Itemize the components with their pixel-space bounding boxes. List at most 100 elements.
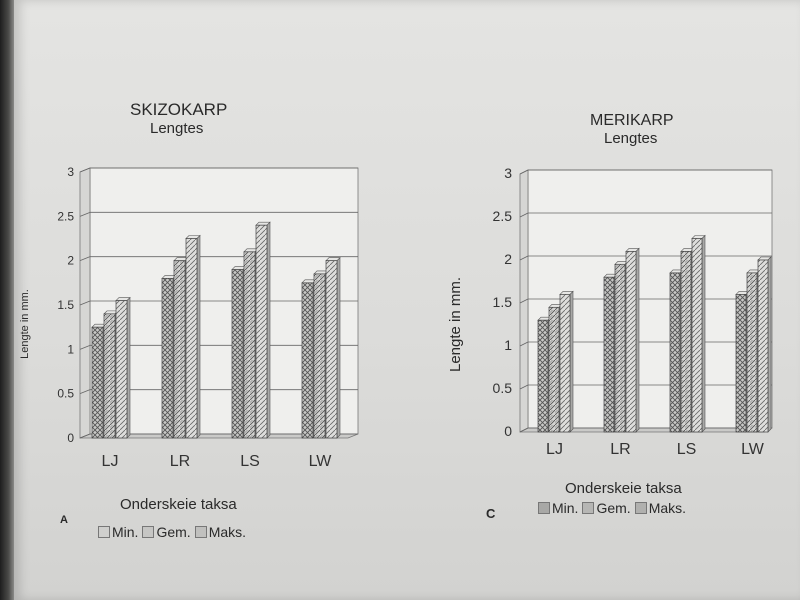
bar-side: [569, 290, 574, 433]
x-tick-label: LS: [240, 453, 260, 470]
gridline-side: [79, 256, 91, 262]
legend-swatch-gem: [142, 526, 155, 538]
bar-maks-lj: [115, 300, 128, 439]
chart-a-ylabel: Lengte in mm.: [18, 289, 31, 359]
bar-maks-lr: [185, 238, 198, 439]
y-tick-label: 3: [504, 165, 512, 181]
chart-c-subtitle: Lengtes: [604, 130, 658, 147]
x-tick-label: LJ: [102, 453, 119, 470]
legend-label-gem: Gem.: [156, 524, 191, 540]
legend-label-maks: Maks.: [648, 500, 687, 516]
y-tick-label: 2: [67, 254, 74, 268]
legend-swatch-min: [538, 502, 550, 514]
x-tick-label: LS: [677, 441, 697, 458]
bar-maks-lr: [625, 251, 637, 433]
y-tick-label: 1: [504, 337, 512, 353]
bar-maks-ls: [691, 238, 703, 433]
bar-side: [126, 296, 131, 439]
x-tick-label: LJ: [546, 441, 563, 458]
legend-swatch-gem: [582, 502, 595, 514]
legend-label-gem: Gem.: [596, 500, 631, 516]
book-spine: [0, 0, 14, 600]
bar-min-lr: [603, 276, 615, 433]
y-tick-label: 1: [67, 342, 74, 356]
bar-min-ls: [669, 272, 681, 433]
legend-label-min: Min.: [112, 524, 139, 540]
chart-c-title: MERIKARP: [590, 112, 674, 129]
bar-maks-lw: [757, 259, 769, 433]
bar-gem-lr: [173, 260, 186, 439]
y-tick-label: 0: [67, 431, 74, 445]
gridline-side: [79, 389, 91, 395]
chart-a-panel-label: A: [60, 514, 68, 526]
gridline-side: [519, 298, 529, 304]
chart-a-legend: Min. Gem. Maks.: [98, 524, 246, 540]
legend-label-min: Min.: [552, 500, 579, 516]
legend-item-min: Min.: [538, 500, 578, 516]
gridline-side: [79, 211, 91, 217]
bar-side: [266, 221, 271, 439]
y-tick-label: 1.5: [493, 294, 513, 310]
legend-label-maks: Maks.: [208, 524, 247, 540]
bar-min-lj: [537, 319, 549, 433]
bar-gem-lj: [548, 306, 560, 433]
chart-c-legend: Min. Gem. Maks.: [538, 500, 686, 516]
bar-side: [701, 234, 706, 433]
legend-item-maks: Maks.: [194, 524, 247, 540]
gridline-side: [519, 169, 529, 175]
bar-min-lr: [161, 278, 174, 439]
bar-maks-ls: [255, 224, 268, 439]
bar-min-lw: [735, 294, 747, 433]
y-tick-label: 2.5: [493, 208, 513, 224]
bar-side: [196, 234, 201, 439]
y-tick-label: 3: [67, 165, 74, 179]
gridline-side: [79, 300, 91, 306]
chart-a-subtitle: Lengtes: [150, 120, 204, 137]
chart-c-panel-label: C: [486, 506, 496, 521]
bar-gem-ls: [243, 251, 256, 439]
bar-gem-lw: [746, 272, 758, 433]
x-tick-label: LR: [170, 453, 190, 470]
chart-a-title: SKIZOKARP: [130, 100, 228, 119]
gridline-side: [79, 433, 91, 439]
chart-c-ylabel: Lengte in mm.: [447, 276, 465, 373]
gridline-side: [519, 384, 529, 390]
bar-gem-lw: [313, 273, 326, 439]
bar-min-lj: [91, 326, 104, 439]
legend-item-min: Min.: [98, 524, 138, 540]
gridline-side: [519, 255, 529, 261]
bar-min-lw: [301, 282, 314, 439]
chart-c-xlabel: Onderskeie taksa: [565, 480, 682, 497]
y-tick-label: 1.5: [57, 298, 74, 312]
legend-item-gem: Gem.: [142, 524, 191, 540]
bar-gem-ls: [680, 251, 692, 433]
y-tick-label: 2.5: [57, 209, 74, 223]
gridline-side: [519, 341, 529, 347]
bar-side: [336, 256, 341, 439]
legend-swatch-maks: [634, 502, 647, 514]
legend-swatch-maks: [194, 526, 207, 538]
bar-side: [767, 256, 772, 433]
bar-side: [635, 247, 640, 433]
bar-gem-lj: [103, 313, 116, 439]
y-tick-label: 0.5: [57, 387, 74, 401]
x-tick-label: LR: [610, 441, 630, 458]
x-tick-label: LW: [741, 441, 765, 458]
y-tick-label: 2: [504, 251, 512, 267]
y-tick-label: 0.5: [493, 380, 513, 396]
gridline-side: [519, 212, 529, 218]
gridline-side: [79, 344, 91, 350]
gridline-side: [519, 427, 529, 433]
legend-swatch-min: [98, 526, 110, 538]
chart-a-xlabel: Onderskeie taksa: [120, 496, 237, 513]
bar-gem-lr: [614, 263, 626, 433]
gridline-side: [79, 167, 91, 173]
legend-item-gem: Gem.: [582, 500, 631, 516]
legend-item-maks: Maks.: [634, 500, 687, 516]
x-tick-label: LW: [309, 453, 333, 470]
y-tick-label: 0: [504, 423, 512, 439]
bar-maks-lw: [325, 260, 338, 439]
bar-min-ls: [231, 269, 244, 439]
bar-maks-lj: [559, 294, 571, 433]
